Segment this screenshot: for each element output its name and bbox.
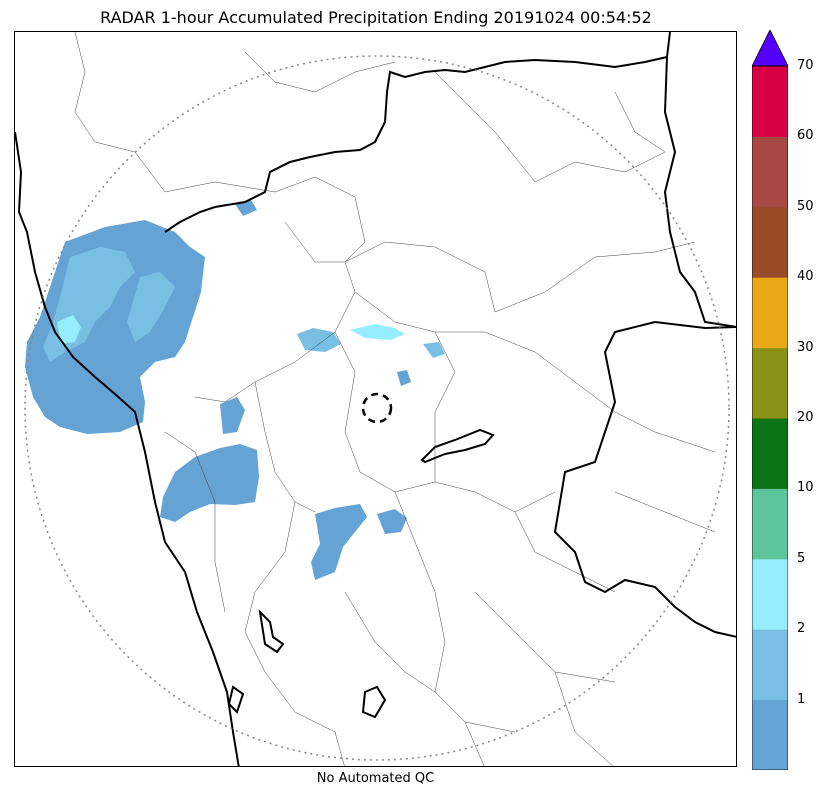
precip-area-west-coast-light-2: [127, 272, 175, 342]
precip-area-north-echo: [297, 328, 341, 352]
colorbar-tick-label: 70: [797, 58, 814, 73]
qc-label: No Automated QC: [316, 771, 435, 786]
precip-area-east-echo: [397, 370, 411, 386]
colorbar-tick-label: 50: [797, 198, 814, 214]
radar-site-marker: [361, 392, 393, 424]
colorbar-bin: [752, 488, 788, 560]
colorbar-tick-label: 1: [797, 691, 806, 707]
precip-area-south-west: [160, 444, 259, 522]
colorbar-tick-label: 20: [797, 410, 814, 425]
colorbar-bin: [752, 699, 788, 770]
colorbar-bin: [752, 558, 788, 630]
map-title: RADAR 1-hour Accumulated Precipitation E…: [100, 8, 652, 27]
colorbar-tick-label: 5: [797, 550, 806, 566]
precip-area-north-echo-4: [235, 200, 257, 216]
colorbar-bin: [752, 629, 788, 701]
colorbar-bin: [752, 347, 788, 419]
colorbar-bin: [752, 136, 788, 208]
state-boundaries: [15, 32, 736, 766]
map-canvas: [15, 32, 736, 766]
district-boundaries: [74, 32, 716, 766]
precip-area-west-coast-cyan: [57, 315, 81, 344]
radar-range-ring: [24, 55, 730, 761]
colorbar-tick-label: 2: [797, 621, 806, 637]
colorbar-bin: [752, 66, 788, 137]
colorbar-tick-label: 10: [797, 480, 814, 496]
precip-area-central-south-2: [377, 509, 407, 534]
colorbar-tick-label: 60: [797, 128, 814, 144]
precip-area-central-south: [311, 504, 367, 580]
colorbar-outline: [752, 65, 788, 770]
precip-area-north-echo-3: [423, 342, 445, 358]
colorbar-bin: [752, 277, 788, 349]
colorbar-tick-label: 40: [797, 269, 814, 285]
precip-area-north-echo-2: [350, 324, 405, 340]
precip-area-south-west-small: [220, 397, 245, 434]
colorbar-bin: [752, 206, 788, 278]
colorbar: [752, 30, 788, 770]
precip-areas: [25, 200, 445, 580]
colorbar-over-triangle: [752, 30, 788, 67]
radar-map[interactable]: [14, 31, 737, 767]
colorbar-bin: [752, 418, 788, 489]
colorbar-tick-label: 30: [797, 339, 814, 355]
